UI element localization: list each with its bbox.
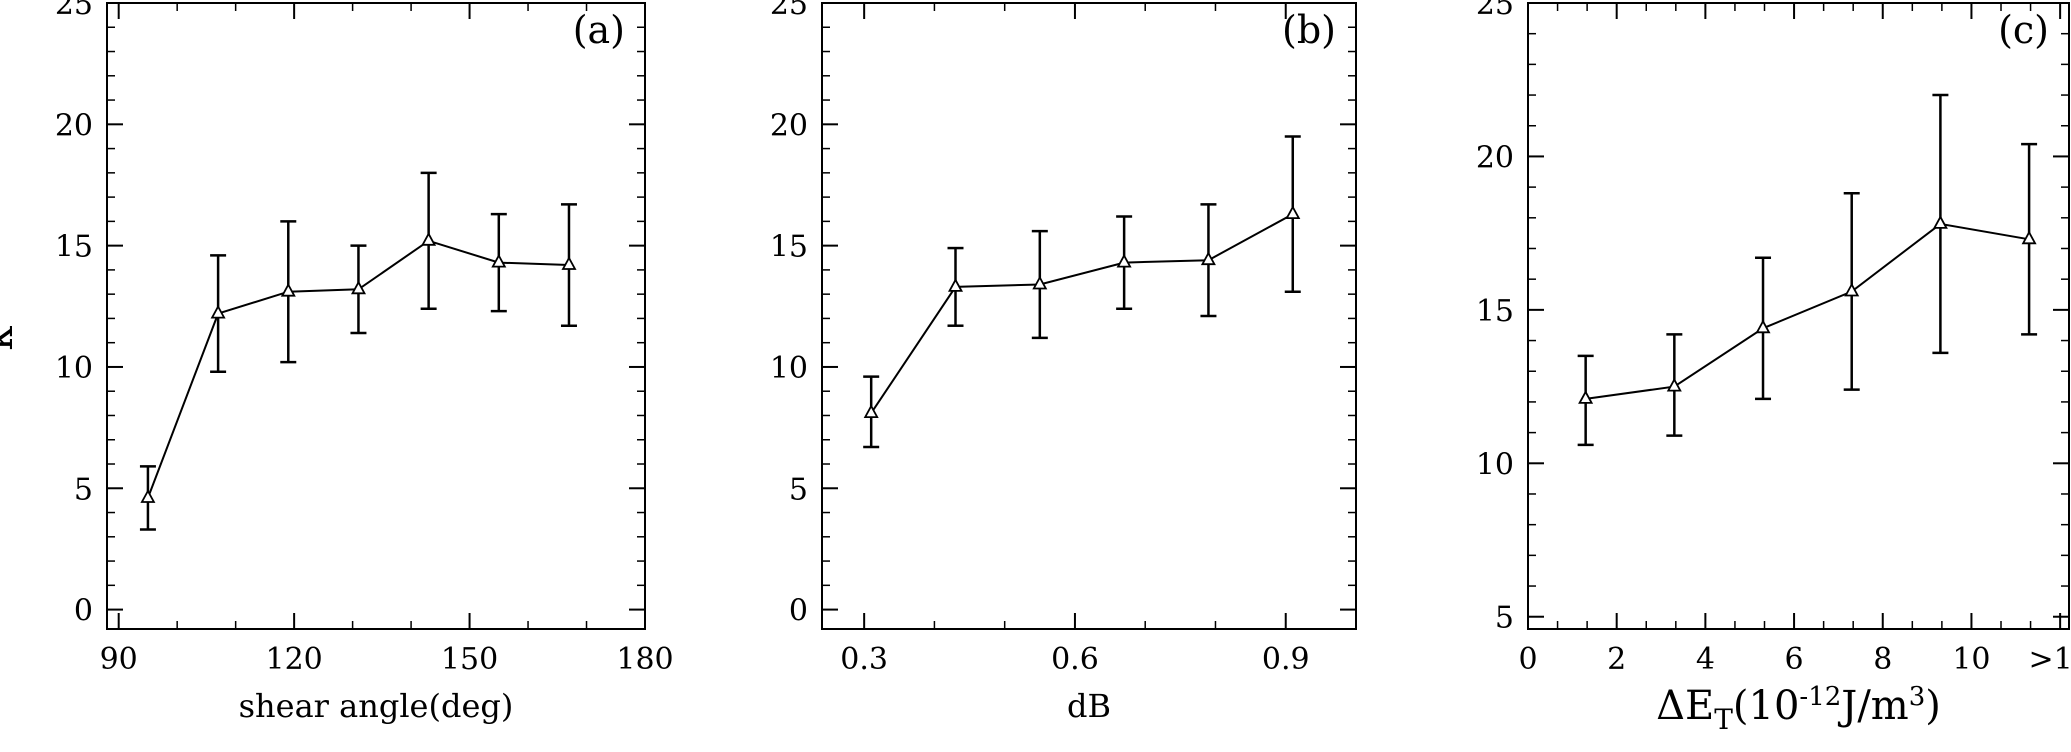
- data-point-marker: [863, 404, 879, 419]
- x-axis-label: ΔET(10-12J/m3): [1656, 682, 1941, 736]
- data-point-marker: [2021, 230, 2037, 245]
- y-tick-label: 20: [55, 108, 93, 143]
- y-tick-label: 0: [789, 594, 808, 629]
- x-tick-label: 0: [1518, 642, 1537, 677]
- x-axis-label-part: T: [1714, 703, 1733, 736]
- plot-frame: [1527, 2, 2070, 630]
- panel-label: (a): [573, 8, 625, 52]
- x-tick-label: 4: [1696, 642, 1715, 677]
- data-point-marker: [1666, 377, 1682, 392]
- panel-a: 0 5 10 15 20 25 90 120 150 180 (a) shear angle(deg): [55, 0, 674, 725]
- data-point-marker: [1844, 282, 1860, 297]
- data-point-marker: [140, 489, 156, 503]
- x-tick-label: 90: [100, 642, 138, 677]
- y-tick-label: 10: [770, 351, 808, 386]
- data-point-marker: [280, 282, 296, 297]
- data-point-marker: [1200, 251, 1216, 266]
- x-axis-label-part: ): [1925, 683, 1941, 729]
- y-tick-label: 25: [1476, 0, 1514, 22]
- data-point-marker: [1578, 390, 1594, 404]
- x-tick-label: 150: [441, 642, 498, 677]
- panel-b: 0 5 10 15 20 25 0.3 0.6 0.9 (b) dB: [770, 0, 1357, 725]
- x-axis-label-part: ΔE: [1656, 683, 1714, 729]
- x-tick-label: 6: [1785, 642, 1804, 677]
- y-tick-label: 10: [55, 351, 93, 386]
- plot-frame: [821, 2, 1357, 630]
- y-tick-label: 5: [1495, 601, 1514, 636]
- x-tick-label: 8: [1873, 642, 1892, 677]
- y-tick-label: 25: [770, 0, 808, 22]
- x-axis-label-part: 3: [1909, 682, 1926, 712]
- data-point-marker: [350, 280, 367, 295]
- y-tick-label: 10: [1476, 447, 1514, 482]
- y-tick-label: 0: [74, 594, 93, 629]
- x-tick-label: 10: [1952, 642, 1990, 677]
- series-line: [1585, 222, 2030, 400]
- x-tick-label: 0.6: [1051, 642, 1099, 677]
- x-axis-label-part: -12: [1799, 682, 1841, 712]
- y-tick-label: 5: [789, 472, 808, 507]
- data-point-marker: [947, 278, 964, 292]
- data-point-marker: [561, 256, 577, 270]
- x-tick-label: 120: [265, 642, 322, 677]
- data-point-marker: [491, 253, 507, 268]
- x-tick-label: 0.3: [840, 642, 888, 677]
- x-axis-label: dB: [1067, 687, 1111, 725]
- series-line: [870, 213, 1294, 414]
- plot-frame: [106, 2, 646, 630]
- x-axis-label-part: J/m: [1837, 683, 1908, 729]
- x-axis-label-part: (10: [1733, 683, 1800, 729]
- y-axis-label: κ: [0, 326, 22, 351]
- y-tick-label: 15: [1476, 294, 1514, 329]
- data-point-marker: [1932, 215, 1948, 229]
- data-point-marker: [1755, 319, 1771, 334]
- data-point-marker: [1285, 205, 1301, 220]
- data-point-marker: [1116, 253, 1132, 268]
- x-tick-label: 2: [1607, 642, 1626, 677]
- x-tick-label: 180: [616, 642, 673, 677]
- y-tick-label: 15: [770, 230, 808, 265]
- y-tick-label: 20: [770, 108, 808, 143]
- data-point-marker: [1032, 275, 1048, 290]
- x-tick-label: 0.9: [1262, 642, 1310, 677]
- x-axis-label: shear angle(deg): [239, 687, 514, 725]
- y-tick-label: 5: [74, 472, 93, 507]
- x-tick-label: >12: [2028, 642, 2071, 677]
- panel-c: 5 10 15 20 25 0 2 4 6 8 10 >12 (c) ΔET(10-12J/m3): [1476, 0, 2071, 736]
- data-point-marker: [210, 304, 226, 319]
- data-point-marker: [421, 231, 437, 246]
- panel-label: (c): [1998, 8, 2049, 52]
- y-tick-label: 25: [55, 0, 93, 22]
- y-tick-label: 20: [1476, 140, 1514, 175]
- panel-label: (b): [1282, 8, 1336, 52]
- y-tick-label: 15: [55, 230, 93, 265]
